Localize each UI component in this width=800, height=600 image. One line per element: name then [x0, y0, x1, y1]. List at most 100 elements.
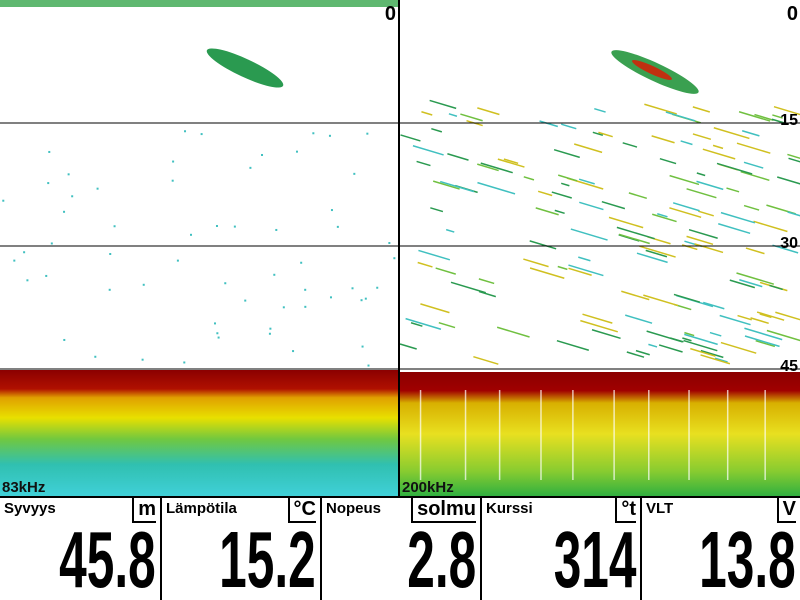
- echo-dot: [217, 336, 220, 339]
- echo-streak: [652, 213, 677, 223]
- echo-streak: [694, 243, 724, 254]
- echo-streak: [529, 267, 565, 279]
- data-box: Lämpötila °C 15.2: [160, 496, 320, 600]
- echo-dot: [215, 224, 218, 227]
- echo-streak: [460, 113, 483, 122]
- data-value: 314: [553, 515, 636, 600]
- echo-streak: [417, 261, 433, 268]
- echo-dot: [47, 182, 50, 185]
- echo-dot: [45, 274, 48, 277]
- echo-streak: [750, 317, 769, 325]
- data-box: VLT V 13.8: [640, 496, 800, 600]
- echo-dot: [108, 288, 111, 291]
- echo-streak: [478, 278, 495, 285]
- echo-streak: [497, 158, 525, 168]
- echo-streak: [712, 144, 724, 150]
- echo-dot: [360, 299, 363, 302]
- echo-dot: [312, 132, 315, 135]
- data-unit: °t: [615, 498, 636, 523]
- echo-dot: [269, 327, 272, 330]
- echo-dot: [48, 150, 51, 153]
- echo-streak: [535, 207, 559, 216]
- echo-streak: [578, 256, 591, 262]
- echo-dot: [367, 364, 370, 367]
- echo-streak: [561, 123, 577, 130]
- frequency-label: 200kHz: [402, 479, 454, 496]
- data-value: 45.8: [59, 515, 156, 600]
- depth-label: 0: [385, 3, 396, 25]
- echo-streak: [626, 351, 645, 358]
- data-value: 2.8: [407, 515, 476, 600]
- echo-dot: [67, 173, 70, 176]
- echo-dot: [393, 257, 396, 260]
- echo-dot: [366, 132, 369, 135]
- echo-dot: [26, 279, 29, 282]
- echo-streak: [410, 322, 423, 327]
- echo-dot: [233, 225, 236, 228]
- echo-streak: [788, 157, 800, 163]
- echo-streak: [429, 99, 457, 110]
- data-value: 13.8: [699, 515, 796, 600]
- echo-streak: [643, 294, 679, 307]
- echo-streak: [729, 279, 756, 289]
- echo-streak: [412, 145, 444, 156]
- echo-streak: [756, 311, 785, 321]
- data-box: Nopeus solmu 2.8: [320, 496, 480, 600]
- data-label: Nopeus: [326, 500, 382, 517]
- echo-dot: [109, 252, 112, 255]
- echo-streak: [740, 170, 770, 182]
- echo-dot: [304, 288, 307, 291]
- echo-dot: [295, 150, 298, 153]
- echo-streak: [450, 281, 487, 294]
- echo-streak: [658, 344, 683, 353]
- echo-streak: [718, 223, 751, 235]
- echo-streak: [557, 174, 578, 182]
- echo-streak: [556, 339, 590, 351]
- echo-streak: [636, 252, 668, 264]
- echo-streak: [700, 349, 724, 359]
- echo-streak: [702, 148, 736, 160]
- echo-streak: [714, 357, 728, 363]
- echo-dot: [2, 199, 5, 202]
- echo-streak: [688, 228, 718, 239]
- echo-dot: [336, 225, 339, 228]
- echo-dot: [63, 338, 66, 341]
- echo-streak: [523, 258, 549, 268]
- echo-streak: [759, 313, 772, 319]
- echo-streak: [669, 337, 684, 343]
- echo-streak: [440, 180, 475, 193]
- echo-streak: [445, 228, 455, 233]
- echo-dot: [304, 305, 307, 308]
- echo-streak: [716, 162, 753, 175]
- echo-streak: [594, 107, 606, 113]
- depth-label: 30: [780, 235, 798, 252]
- echo-streak: [628, 192, 648, 199]
- depth-label: 15: [780, 112, 798, 129]
- echo-streak: [741, 130, 760, 137]
- echo-streak: [568, 267, 592, 276]
- echo-streak: [539, 120, 559, 128]
- echo-streak: [551, 191, 572, 199]
- echo-dot: [23, 251, 26, 254]
- echo-streak: [719, 314, 751, 326]
- echo-streak: [713, 127, 750, 140]
- echo-dot: [96, 187, 99, 190]
- echo-streak: [648, 343, 658, 348]
- echo-streak: [743, 204, 760, 211]
- echo-dot: [292, 350, 295, 353]
- echo-dot: [330, 209, 333, 212]
- echo-streak: [726, 187, 740, 193]
- surface-line: [0, 0, 398, 7]
- echo-dot: [171, 179, 174, 182]
- echo-streak: [418, 249, 451, 261]
- echo-streak: [496, 326, 530, 338]
- echo-streak: [639, 245, 676, 258]
- data-box: Syvyys m 45.8: [0, 496, 160, 600]
- echo-streak: [665, 111, 696, 122]
- echo-streak: [480, 162, 513, 174]
- data-label: Syvyys: [4, 500, 56, 517]
- echo-streak: [686, 188, 717, 199]
- echo-streak: [669, 174, 700, 186]
- echo-dot: [176, 259, 179, 262]
